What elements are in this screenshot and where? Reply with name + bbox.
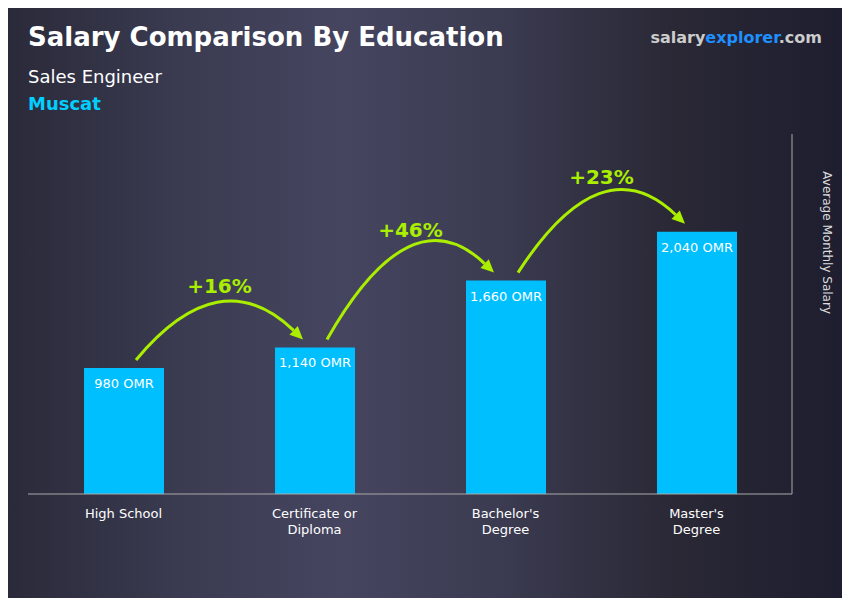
svg-text:Master'sDegree: Master'sDegree [669, 506, 724, 537]
html-text:salary explorer.com: salary explorer.com [650, 28, 822, 47]
svg-text:1,140 OMR: 1,140 OMR [279, 355, 351, 370]
svg-text:Bachelor'sDegree: Bachelor'sDegree [472, 506, 540, 537]
html-text:Salary Comparison By Education: Salary Comparison By Education [28, 22, 504, 52]
html-text:Muscat: Muscat [28, 93, 101, 114]
svg-text:+46%: +46% [378, 218, 443, 242]
svg-text:Certificate orDiploma: Certificate orDiploma [272, 506, 358, 537]
svg-text:2,040 OMR: 2,040 OMR [661, 240, 733, 255]
svg-text:980 OMR: 980 OMR [94, 376, 153, 391]
svg-text:Average Monthly Salary: Average Monthly Salary [820, 171, 834, 314]
svg-text:High School: High School [85, 506, 162, 521]
html-text:Sales Engineer: Sales Engineer [28, 66, 162, 87]
svg-text:1,660 OMR: 1,660 OMR [470, 289, 542, 304]
svg-text:+23%: +23% [569, 165, 634, 189]
svg-text:+16%: +16% [187, 274, 252, 298]
